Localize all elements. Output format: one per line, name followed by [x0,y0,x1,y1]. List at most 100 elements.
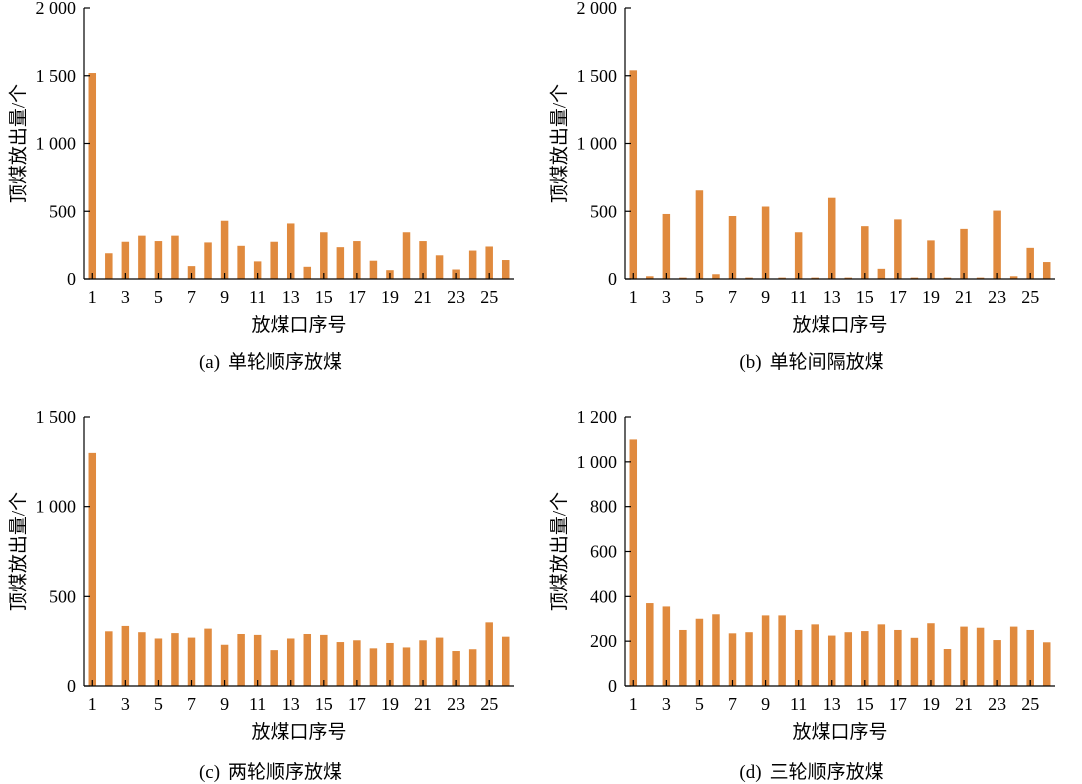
bar-c-12 [270,650,278,686]
bar-b-14 [844,277,853,279]
bar-d-17 [894,629,902,686]
bar-c-10 [237,633,245,686]
panel-label-a: (a) [198,352,221,373]
bar-c-26 [501,636,510,686]
bar-c-19 [386,642,394,686]
bar-c-22 [435,637,444,686]
bar-a-4 [138,235,146,279]
bar-d-19 [927,623,935,686]
x-tick-label-c-11: 11 [249,694,266,714]
y-tick-label-b-1500: 1 500 [577,66,618,86]
bar-c-1 [88,452,97,686]
bar-d-14 [844,632,853,686]
x-tick-label-d-23: 23 [988,694,1006,714]
x-tick-label-b-1: 1 [629,287,638,307]
bar-a-15 [320,232,328,279]
bar-a-1 [88,73,97,279]
x-tick-label-d-21: 21 [955,694,973,714]
bar-d-23 [993,640,1001,686]
bar-b-19 [927,240,935,279]
y-tick-label-a-500: 500 [49,201,76,221]
bar-a-14 [303,266,312,279]
x-tick-label-b-9: 9 [761,287,770,307]
x-tick-label-a-19: 19 [381,287,399,307]
bar-c-9 [220,644,229,686]
bar-d-1 [629,439,638,686]
bar-d-21 [960,626,968,686]
x-tick-label-d-25: 25 [1021,694,1039,714]
bar-b-24 [1009,276,1018,279]
x-axis-label-a: 放煤口序号 [251,314,346,336]
y-tick-label-b-0: 0 [608,269,617,289]
y-tick-label-d-1200: 1 200 [577,407,618,427]
bar-c-3 [121,625,130,686]
chart-panel-b: 0 500 1 000 1 500 2 000 1 3 5 7 9 11 13 15 17 19 21 23 25… [541,0,1082,391]
x-tick-label-a-23: 23 [447,287,465,307]
y-tick-label-c-0: 0 [67,676,76,696]
caption-b: (b) 单轮间隔放煤 [541,347,1082,374]
x-tick-label-d-3: 3 [662,694,671,714]
bar-d-25 [1026,629,1034,686]
bar-d-9 [761,615,770,686]
bar-a-22 [435,255,444,279]
x-tick-label-b-17: 17 [889,287,907,307]
x-tick-label-d-11: 11 [790,694,807,714]
bar-d-5 [695,618,704,686]
bar-b-4 [679,277,687,279]
bar-a-25 [485,246,493,279]
caption-d: (d) 三轮顺序放煤 [541,757,1082,784]
bar-c-16 [336,642,345,686]
bar-a-18 [369,260,378,279]
bar-d-15 [861,631,869,686]
x-tick-label-c-3: 3 [121,694,130,714]
bar-b-22 [976,277,985,279]
bar-a-16 [336,247,345,279]
bar-b-1 [629,70,638,279]
x-tick-label-c-9: 9 [220,694,229,714]
x-tick-label-a-3: 3 [121,287,130,307]
bar-a-9 [220,220,229,279]
bar-c-25 [485,622,493,686]
bar-a-7 [187,266,196,279]
bar-c-14 [303,633,312,686]
y-axis-label-b: 顶煤放出量/个 [548,84,570,203]
x-tick-label-a-5: 5 [154,287,163,307]
x-tick-label-d-9: 9 [761,694,770,714]
bar-d-3 [662,606,671,686]
x-tick-label-d-5: 5 [695,694,704,714]
bar-b-3 [662,213,671,279]
caption-a: (a) 单轮顺序放煤 [0,347,541,374]
x-tick-label-b-25: 25 [1021,287,1039,307]
bar-b-25 [1026,247,1034,279]
y-tick-label-b-2000: 2 000 [577,0,618,18]
bar-a-10 [237,245,245,279]
chart-panel-c: 0 500 1 000 1 500 1 3 5 7 9 11 13 15 17 19 21 23 25 放煤口序号… [0,391,541,783]
bar-d-10 [778,615,786,686]
bar-b-23 [993,210,1001,279]
y-tick-label-d-1000: 1 000 [577,452,618,472]
x-tick-label-b-11: 11 [790,287,807,307]
bar-a-2 [105,253,113,279]
y-tick-label-a-1000: 1 000 [36,134,77,154]
x-tick-label-c-5: 5 [154,694,163,714]
bar-a-26 [501,260,510,279]
bar-b-6 [712,274,720,279]
bar-b-17 [894,219,902,279]
x-tick-label-d-13: 13 [823,694,841,714]
bar-c-23 [452,651,460,686]
bar-d-26 [1042,642,1051,686]
bar-d-2 [646,603,654,686]
bar-a-11 [253,261,262,279]
bar-b-11 [794,232,803,279]
x-tick-label-c-19: 19 [381,694,399,714]
x-tick-label-b-21: 21 [955,287,973,307]
bar-b-5 [695,190,704,279]
x-tick-label-c-21: 21 [414,694,432,714]
bar-b-16 [877,268,886,279]
x-axis-label-d: 放煤口序号 [792,721,887,743]
panel-label-b: (b) [739,352,762,373]
y-tick-label-d-800: 800 [590,497,617,517]
